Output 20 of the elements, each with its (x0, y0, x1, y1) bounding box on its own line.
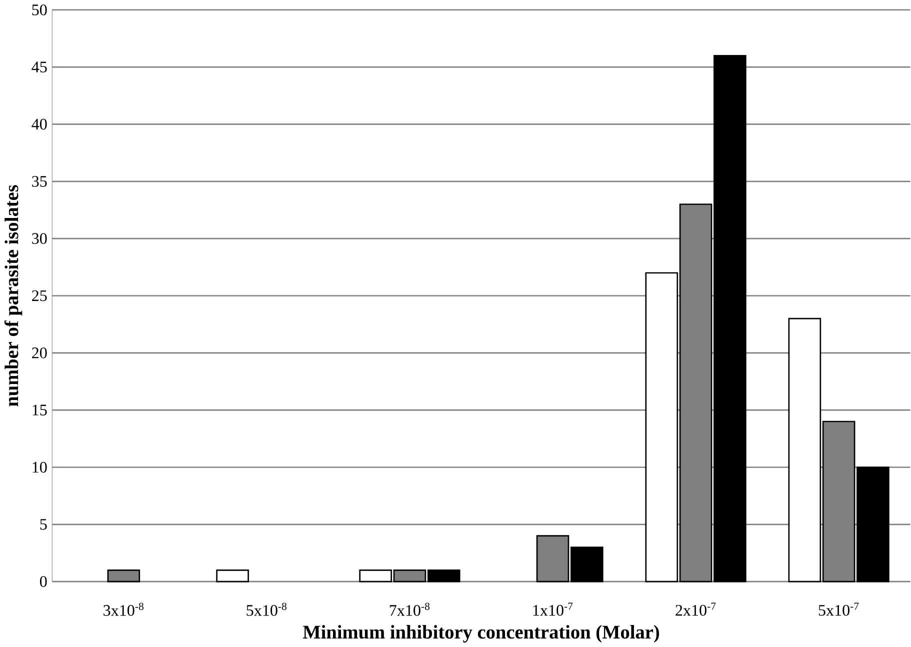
y-tick-label: 25 (32, 290, 47, 302)
x-tick-label: 7x10$^{-8}$ (390, 602, 430, 616)
x-tick-label: 5x10$^{-8}$ (246, 602, 286, 616)
y-tick-label: 15 (32, 404, 47, 416)
x-tick-label: 1x10$^{-7}$ (533, 602, 573, 616)
y-tick-label: 20 (32, 347, 47, 358)
y-tick-label: 10 (32, 462, 47, 473)
y-tick-label: 40 (32, 118, 47, 130)
y-tick-label: 0 (40, 576, 47, 587)
y-tick-label: 5 (40, 519, 47, 530)
x-tick-label: 3x10$^{-8}$ (104, 602, 144, 616)
y-tick-label: 35 (32, 176, 47, 187)
x-axis-title: Minimum inhibitory concentration (Molar) (302, 625, 660, 643)
bar (216, 569, 249, 582)
y-tick-label: 50 (32, 4, 47, 16)
x-tick-label: 5x10$^{-7}$ (818, 602, 859, 616)
y-axis-title: number of parasite isolates (4, 185, 22, 406)
x-tick-label: 2x10$^{-7}$ (676, 602, 716, 616)
y-tick-label: 30 (32, 233, 47, 244)
y-tick-label: 45 (32, 62, 47, 72)
